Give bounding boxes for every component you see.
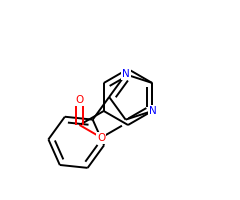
Text: O: O [97,133,105,143]
Text: N: N [149,106,157,116]
Text: O: O [75,95,84,105]
Text: N: N [122,69,130,79]
